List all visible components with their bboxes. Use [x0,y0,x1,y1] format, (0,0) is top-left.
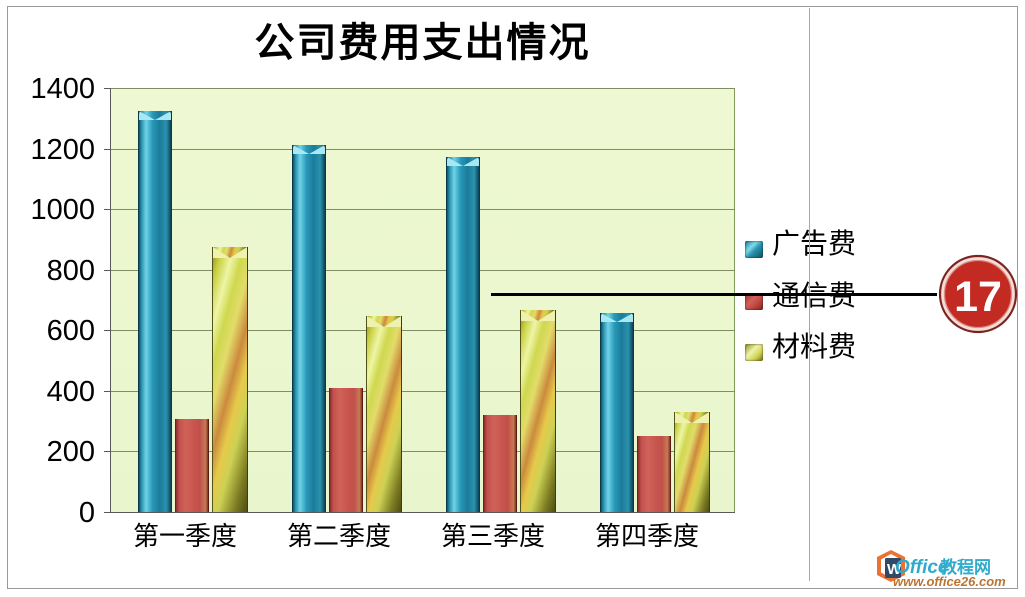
svg-text:17: 17 [954,273,1002,321]
svg-text:www.office26.com: www.office26.com [893,574,1006,589]
